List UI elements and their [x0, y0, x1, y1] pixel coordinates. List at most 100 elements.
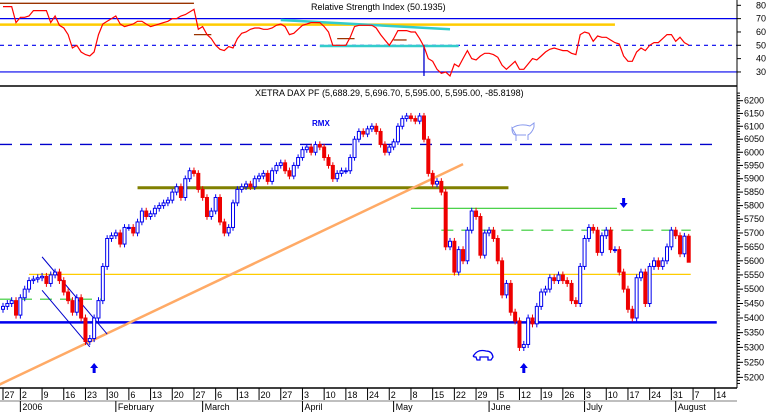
- candle-body: [530, 317, 535, 325]
- rsi-tick-label: 30: [756, 67, 766, 77]
- candle-body: [22, 288, 27, 299]
- candle-body: [669, 229, 674, 248]
- x-tick-label: 10: [608, 390, 618, 400]
- candle-body: [122, 226, 127, 245]
- month-label: June: [491, 402, 511, 412]
- candle-body: [5, 303, 10, 307]
- candle-body: [14, 300, 19, 316]
- candle-body: [105, 237, 110, 267]
- candle-body: [343, 170, 348, 173]
- candle-body: [456, 249, 461, 273]
- x-tick-label: 26: [564, 390, 574, 400]
- rsi-overlay-cyan-descending: [280, 18, 451, 31]
- candle-body: [322, 146, 327, 159]
- candle-body: [287, 170, 292, 177]
- candle-body: [53, 271, 58, 276]
- candle-body: [435, 180, 439, 185]
- candle-body: [79, 297, 84, 319]
- trendline-uptrend: [0, 162, 464, 386]
- x-tick-label: 16: [65, 390, 75, 400]
- candle-body: [565, 280, 570, 284]
- candle-body: [252, 178, 257, 188]
- x-tick-label: 9: [44, 390, 49, 400]
- candle-body: [569, 282, 574, 302]
- x-axis: 27 2 9 16 23 30 6 13 20 27 6 13 20 27 3 10 18 24 2 8 15 22 29 5…: [0, 387, 737, 412]
- candle-body: [556, 274, 561, 282]
- candle-body: [244, 183, 249, 188]
- candle-body: [461, 249, 466, 262]
- x-tick-label: 13: [239, 390, 249, 400]
- candle-body: [408, 115, 413, 120]
- candle-body: [57, 271, 62, 282]
- x-tick-label: 27: [5, 390, 15, 400]
- candle-body: [560, 274, 565, 282]
- candle-body: [369, 125, 374, 130]
- candle-body: [586, 226, 591, 239]
- candle-body: [474, 210, 479, 217]
- candle-body: [630, 308, 635, 319]
- candle-body: [521, 343, 526, 348]
- candle-body: [161, 202, 166, 207]
- candle-body: [304, 146, 309, 151]
- month-label: August: [678, 402, 707, 412]
- rsi-title: Relative Strength Index (50.1935): [311, 2, 446, 12]
- candle-body: [191, 170, 196, 174]
- y-tick-label: 5300: [744, 342, 764, 352]
- candle-body: [495, 237, 500, 262]
- candle-body: [573, 300, 578, 305]
- y-tick-label: 5700: [744, 228, 764, 238]
- candle-body: [543, 288, 548, 293]
- y-tick-label: 5550: [744, 270, 764, 280]
- y-tick-label: 5950: [744, 160, 764, 170]
- y-tick-label: 5200: [744, 372, 764, 382]
- x-tick-label: 19: [543, 390, 553, 400]
- rsi-line: [3, 5, 689, 78]
- candle-body: [500, 260, 505, 296]
- x-tick-label: 6: [130, 390, 135, 400]
- candle-body: [18, 297, 23, 316]
- candle-body: [356, 130, 361, 140]
- month-label: April: [304, 402, 322, 412]
- candle-body: [656, 260, 661, 267]
- candle-body: [526, 317, 531, 345]
- rsi-tick-label: 60: [756, 27, 766, 37]
- x-tick-label: 6: [217, 390, 222, 400]
- rsi-tick-label: 50: [756, 40, 766, 50]
- candle-body: [257, 175, 262, 180]
- candle-body: [638, 271, 643, 279]
- x-tick-label: 17: [629, 390, 639, 400]
- candle-body: [183, 178, 188, 198]
- candle-body: [148, 213, 153, 217]
- month-label: July: [587, 402, 604, 412]
- candle-body: [448, 240, 453, 248]
- candle-body: [209, 210, 214, 217]
- price-title: XETRA DAX PF (5,688.29, 5,696.70, 5,595.…: [255, 88, 524, 98]
- x-tick-label: 24: [369, 390, 379, 400]
- candle-body: [31, 278, 36, 282]
- x-tick-label: 7: [695, 390, 700, 400]
- x-tick-label: 27: [282, 390, 292, 400]
- candle-body: [174, 186, 179, 193]
- candle-body: [157, 205, 162, 209]
- candle-body: [170, 191, 175, 201]
- candle-body: [534, 305, 539, 325]
- candle-body: [274, 164, 279, 172]
- candle-body: [578, 265, 583, 305]
- y-tick-label: 5350: [744, 328, 764, 338]
- candle-body: [96, 300, 101, 319]
- y-tick-label: 6200: [744, 96, 764, 106]
- price-panel: 6200615061006050600059505900585058005750…: [0, 0, 764, 388]
- rsi-tick-label: 40: [756, 54, 766, 64]
- candle-body: [513, 311, 518, 322]
- candle-body: [621, 271, 626, 290]
- candle-body: [421, 115, 426, 140]
- candle-body: [660, 260, 665, 267]
- x-tick-label: 18: [347, 390, 357, 400]
- y-tick-label: 5900: [744, 174, 764, 184]
- x-tick-label: 3: [586, 390, 591, 400]
- y-tick-label: 5750: [744, 214, 764, 224]
- trendline-channel-upper: [41, 256, 108, 335]
- candle-body: [604, 229, 609, 237]
- candle-body: [248, 183, 253, 188]
